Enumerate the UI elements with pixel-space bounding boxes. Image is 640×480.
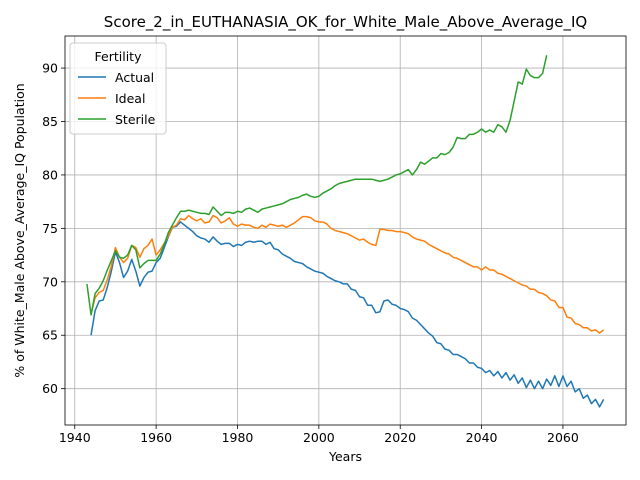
y-tick-label: 85: [42, 114, 58, 129]
y-tick-label: 60: [42, 381, 58, 396]
legend-label-ideal: Ideal: [115, 91, 145, 106]
x-tick-label: 1980: [222, 430, 254, 445]
legend: Fertility Actual Ideal Sterile: [70, 43, 166, 134]
y-tick-label: 80: [42, 167, 58, 182]
legend-label-actual: Actual: [115, 70, 154, 85]
x-tick-label: 1940: [59, 430, 91, 445]
y-tick-label: 70: [42, 274, 58, 289]
x-tick-label: 2040: [466, 430, 498, 445]
chart-title: Score_2_in_EUTHANASIA_OK_for_White_Male_…: [104, 13, 587, 32]
x-tick-label: 2020: [384, 430, 416, 445]
legend-title: Fertility: [95, 49, 143, 64]
y-tick-label: 90: [42, 61, 58, 76]
x-tick-label: 1960: [140, 430, 172, 445]
y-tick-label: 75: [42, 221, 58, 236]
x-tick-label: 2060: [547, 430, 579, 445]
y-axis-label: % of White_Male Above_Average_IQ Populat…: [12, 83, 27, 377]
x-tick-label: 2000: [303, 430, 335, 445]
x-axis-label: Years: [328, 449, 362, 464]
y-tick-label: 65: [42, 328, 58, 343]
legend-label-sterile: Sterile: [115, 112, 156, 127]
